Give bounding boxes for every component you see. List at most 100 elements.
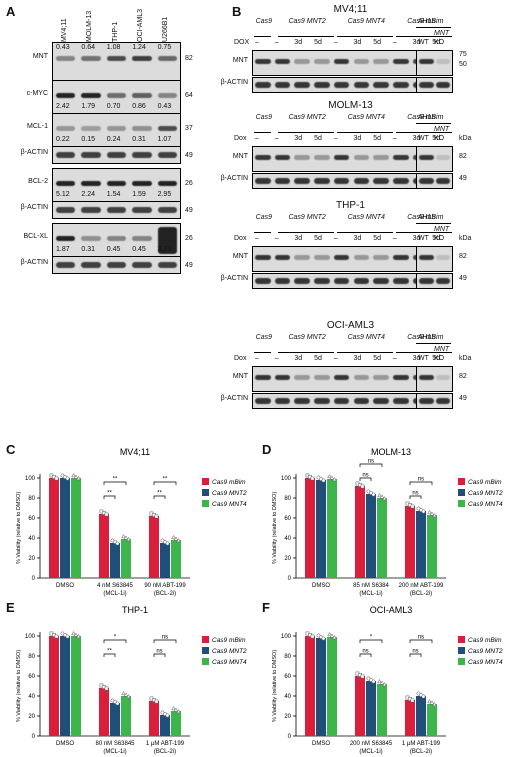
x-tick-label: (MCL-1i) xyxy=(103,591,126,597)
band xyxy=(419,82,434,88)
blot-label: MNT xyxy=(232,253,248,260)
lane-label: – xyxy=(255,39,259,46)
band xyxy=(56,235,76,241)
bar xyxy=(427,515,437,578)
data-point xyxy=(308,475,312,479)
band xyxy=(56,180,76,186)
quant-value: 0.45 xyxy=(106,246,121,253)
legend-label: Cas9 MNT4 xyxy=(212,501,247,508)
bar xyxy=(377,684,387,736)
lane-label: – xyxy=(333,39,338,46)
data-point xyxy=(173,707,179,712)
band xyxy=(81,152,101,158)
data-point xyxy=(355,481,360,486)
band xyxy=(106,152,127,158)
group-bracket xyxy=(336,232,393,233)
group-label: Cas9 mBim xyxy=(407,214,444,221)
lane-label: 3d xyxy=(412,135,421,142)
x-tick-label: 80 nM S63845 xyxy=(95,741,135,747)
lane-label: 3d xyxy=(412,235,421,242)
band xyxy=(132,56,152,62)
lane-label: 5d xyxy=(314,355,322,362)
group-label: Cas9 MNT4 xyxy=(347,18,385,25)
sig-bracket xyxy=(153,639,177,643)
group-bracket xyxy=(336,352,393,353)
data-point xyxy=(126,693,131,699)
kda-marker: 49 xyxy=(185,206,193,214)
kda-marker: 75 xyxy=(459,51,467,58)
bar xyxy=(99,514,109,578)
band xyxy=(314,278,330,284)
group-label: Cas9 mBim xyxy=(407,18,444,25)
band xyxy=(435,178,450,184)
group-label: Cas9 xyxy=(255,214,273,221)
cell-line-label: OCI-AML3 xyxy=(136,8,144,42)
y-tick-label: 60 xyxy=(28,674,35,680)
band xyxy=(435,278,450,284)
band xyxy=(392,398,409,404)
y-tick-label: 80 xyxy=(284,654,291,660)
legend-swatch xyxy=(202,500,209,507)
blot-row-3 xyxy=(52,146,181,164)
band xyxy=(392,178,409,184)
data-point xyxy=(110,538,115,543)
group-bracket xyxy=(336,36,393,37)
group-label: Cas9 mBim xyxy=(407,334,444,341)
sig-bracket xyxy=(359,463,383,467)
data-point xyxy=(176,537,181,543)
band xyxy=(373,398,389,404)
sig-label: ns xyxy=(412,491,418,497)
band xyxy=(274,255,291,261)
band xyxy=(255,278,271,284)
data-point xyxy=(355,671,360,676)
data-point xyxy=(54,634,59,639)
sig-label: ns xyxy=(156,649,162,655)
band xyxy=(392,59,409,65)
band xyxy=(373,255,389,261)
lane-label: – xyxy=(392,39,397,46)
chart-title: MV4;11 xyxy=(120,447,150,457)
group-bracket xyxy=(277,36,334,37)
bar xyxy=(71,478,81,578)
band xyxy=(81,207,101,213)
lane-label: – xyxy=(333,235,338,242)
band xyxy=(314,255,330,261)
data-point xyxy=(379,494,385,499)
kda-marker: 82 xyxy=(459,253,467,260)
legend-swatch xyxy=(458,647,465,654)
group-bracket xyxy=(254,352,271,353)
band xyxy=(419,375,434,381)
blot-row-ah15 xyxy=(416,173,453,189)
y-tick-label: 20 xyxy=(28,556,35,562)
data-point xyxy=(102,685,106,689)
data-point xyxy=(115,541,120,546)
kda-unit: kDa xyxy=(459,355,472,362)
band xyxy=(274,178,291,184)
lane-label: – xyxy=(392,235,397,242)
bar xyxy=(416,696,426,736)
data-point xyxy=(421,509,426,514)
group-bracket xyxy=(336,132,393,133)
band xyxy=(333,82,350,88)
kda-marker: 49 xyxy=(459,275,467,282)
sig-label: * xyxy=(114,635,117,641)
lane-label: 5d xyxy=(373,135,381,142)
legend-label: Cas9 mBim xyxy=(212,637,246,644)
y-tick-label: 100 xyxy=(281,634,292,640)
data-point xyxy=(49,631,54,636)
ah15-bracket xyxy=(416,343,451,344)
bar xyxy=(121,696,131,736)
sig-label: ** xyxy=(107,649,112,655)
band xyxy=(373,82,389,88)
ah15-label: AH15 xyxy=(418,334,436,341)
bar xyxy=(171,540,181,578)
ah15-bracket xyxy=(416,223,451,224)
dox-label: Dox xyxy=(234,235,247,242)
data-point xyxy=(366,489,371,494)
lane-label: – xyxy=(274,235,279,242)
band xyxy=(157,125,177,131)
kda-marker: 82 xyxy=(459,153,467,160)
band xyxy=(353,178,370,184)
blot-label: BCL-XL xyxy=(23,232,48,240)
band xyxy=(373,278,389,284)
